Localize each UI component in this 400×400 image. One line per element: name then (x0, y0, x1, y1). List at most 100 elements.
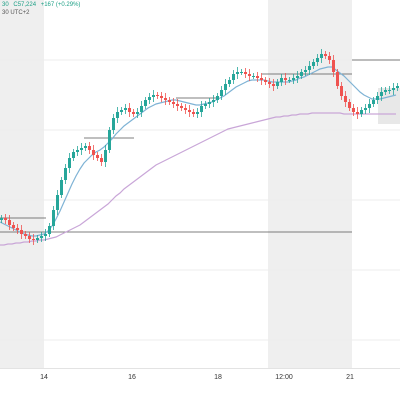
candle-body (164, 98, 167, 100)
candlestick (164, 93, 167, 105)
candle-body (220, 90, 223, 96)
candlestick (224, 79, 227, 95)
candlestick (336, 69, 339, 89)
candle-body (256, 76, 259, 78)
candle-body (200, 106, 203, 112)
candlestick (364, 104, 367, 114)
candlestick (180, 103, 183, 111)
candlestick (72, 149, 75, 161)
candle-body (24, 234, 27, 236)
session-shade-band (268, 0, 352, 368)
candlestick (132, 109, 135, 117)
candle-body (312, 62, 315, 66)
candle-body (352, 108, 355, 112)
time-axis-label: 14 (40, 374, 48, 381)
candlestick (340, 82, 343, 100)
time-axis[interactable]: 14 16 18 12:00 21 (0, 368, 400, 389)
info-close-value: C57,224 (13, 2, 37, 8)
candlestick (344, 91, 347, 107)
candle-body (288, 80, 291, 81)
candle-body (180, 106, 183, 108)
candle-body (108, 130, 111, 150)
candle-body (372, 100, 375, 104)
candlestick (232, 70, 235, 84)
candle-body (112, 118, 115, 130)
candle-body (136, 112, 139, 114)
candle-body (348, 102, 351, 108)
candle-body (8, 220, 11, 225)
candle-body (36, 238, 39, 240)
candle-body (156, 95, 159, 96)
candle-body (148, 97, 151, 100)
candle-body (176, 104, 179, 106)
candle-body (124, 108, 127, 110)
candle-body (196, 112, 199, 114)
candlestick (212, 95, 215, 107)
candle-body (216, 96, 219, 100)
candlestick (48, 223, 51, 237)
candle-body (172, 102, 175, 104)
candle-body (0, 218, 3, 220)
candlestick (220, 86, 223, 100)
session-shade-band (0, 0, 44, 368)
candle-body (20, 230, 23, 234)
candle-body (388, 90, 391, 91)
candlestick (116, 107, 119, 123)
candlestick (20, 225, 23, 239)
candlestick (148, 93, 151, 104)
candle-body (72, 152, 75, 158)
candlestick (140, 101, 143, 117)
candle-body (276, 82, 279, 86)
candle-body (244, 72, 247, 74)
candle-body (160, 96, 163, 98)
candlestick (156, 92, 159, 99)
candle-body (44, 234, 47, 236)
candle-body (300, 72, 303, 76)
candlestick (136, 108, 139, 118)
info-change-value: +167 (+0.29%) (40, 2, 81, 8)
candlestick (348, 99, 351, 111)
candle-body (396, 86, 399, 88)
timezone-label: 30 UTC+2 (2, 10, 30, 16)
candle-body (320, 54, 323, 58)
candlestick (216, 93, 219, 103)
candlestick (320, 49, 323, 63)
candlestick (288, 77, 291, 83)
candlestick (312, 59, 315, 69)
info-open-value: 30 (2, 2, 9, 8)
fast-moving-average (0, 66, 397, 237)
candlestick (16, 224, 19, 234)
candle-body (240, 72, 243, 73)
candlestick (252, 73, 255, 79)
candlestick (64, 164, 67, 184)
candlestick (304, 66, 307, 76)
candle-body (120, 110, 123, 112)
candlestick (184, 104, 187, 114)
candlestick (144, 97, 147, 109)
candle-body (104, 150, 107, 162)
range-box (378, 88, 400, 124)
candle-body (364, 108, 367, 110)
candlestick (296, 71, 299, 83)
fast-ma-line (0, 66, 397, 237)
candlestick (228, 77, 231, 87)
candle-body (328, 56, 331, 60)
candle-body (392, 88, 395, 90)
candlestick (176, 99, 179, 111)
time-axis-label: 16 (128, 374, 136, 381)
candle-body (64, 168, 67, 180)
candle-body (168, 100, 171, 102)
candle-body (268, 82, 271, 84)
candlestick (396, 83, 399, 91)
candle-body (232, 74, 235, 80)
candlestick (380, 87, 383, 101)
candle-body (280, 78, 283, 82)
candle-body (80, 148, 83, 150)
candle-body (12, 225, 15, 228)
candle-body (140, 106, 143, 112)
candle-body (368, 104, 371, 108)
candlestick (248, 69, 251, 81)
candle-body (56, 195, 59, 210)
